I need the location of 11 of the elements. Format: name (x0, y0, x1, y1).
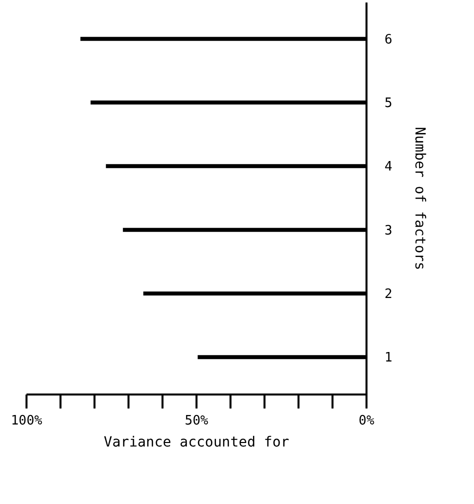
y-tick-label: 3 (384, 223, 392, 238)
y-tick-label: 6 (384, 32, 392, 48)
x-tick-label: 50% (184, 414, 208, 428)
x-axis-title: Variance accounted for (104, 434, 290, 450)
x-tick-label: 0% (358, 414, 374, 428)
y-tick-label: 4 (384, 160, 392, 175)
y-tick-label: 2 (384, 287, 392, 302)
y-axis-title: Number of factors (411, 126, 428, 270)
x-tick-label: 100% (10, 414, 42, 428)
y-tick-label: 1 (384, 350, 392, 366)
y-tick-label: 5 (384, 96, 392, 111)
